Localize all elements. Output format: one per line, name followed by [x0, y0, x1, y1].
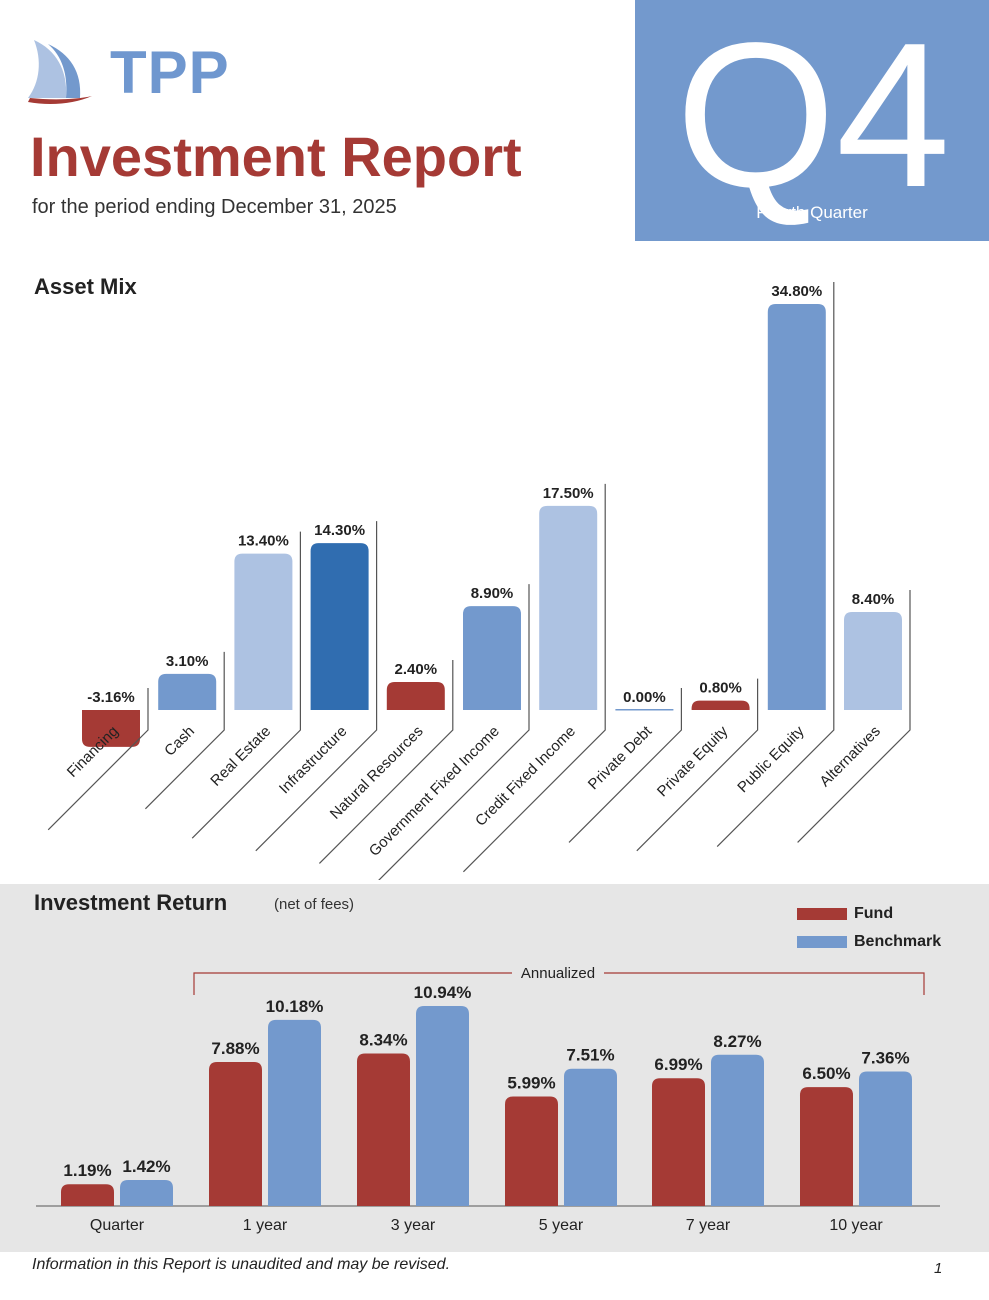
bar-private-equity [691, 700, 750, 710]
bar-public-equity [767, 304, 826, 710]
value-label-benchmark-3-year: 10.94% [414, 983, 472, 1002]
category-label-government-fixed-income: Government Fixed Income [366, 723, 503, 860]
bar-fund-1-year [209, 1061, 262, 1206]
bar-fund-10-year [800, 1087, 853, 1206]
category-label-cash: Cash [161, 723, 198, 760]
value-label-fund-7-year: 6.99% [654, 1055, 702, 1074]
value-label-infrastructure: 14.30% [314, 522, 365, 539]
bar-infrastructure [310, 543, 369, 710]
quarter-badge-text: Q4 [676, 0, 951, 230]
value-label-benchmark-5-year: 7.51% [566, 1046, 614, 1065]
category-label-1-year: 1 year [243, 1217, 288, 1234]
frame-line-public-equity [716, 282, 835, 848]
bar-private-debt [615, 709, 674, 711]
value-label-private-debt: 0.00% [623, 689, 666, 706]
annualized-label-bg [512, 963, 604, 983]
category-label-7-year: 7 year [686, 1217, 731, 1234]
frame-line-financing [47, 688, 149, 831]
value-label-fund-1-year: 7.88% [211, 1039, 259, 1058]
frame-line-private-debt [568, 688, 682, 843]
frame-line-government-fixed-income [378, 584, 530, 880]
category-label-quarter: Quarter [90, 1217, 145, 1234]
category-label-3-year: 3 year [391, 1217, 436, 1234]
frame-line-alternatives [797, 590, 911, 843]
bar-benchmark-1-year [268, 1019, 321, 1206]
value-label-fund-5-year: 5.99% [507, 1073, 555, 1092]
value-label-benchmark-7-year: 8.27% [713, 1032, 761, 1051]
value-label-real-estate: 13.40% [238, 533, 289, 550]
value-label-government-fixed-income: 8.90% [471, 585, 514, 602]
value-label-fund-10-year: 6.50% [802, 1064, 850, 1083]
bar-benchmark-7-year [711, 1054, 764, 1206]
investment-return-panel: Investment Return (net of fees) Fund Ben… [0, 884, 989, 1252]
disclaimer: Information in this Report is unaudited … [32, 1256, 451, 1273]
report-period: for the period ending December 31, 2025 [32, 196, 397, 218]
bar-benchmark-5-year [564, 1068, 617, 1206]
logo-wordmark: TPP [110, 39, 230, 106]
value-label-benchmark-1-year: 10.18% [266, 997, 324, 1016]
frame-line-real-estate [191, 531, 301, 839]
bar-real-estate [234, 553, 293, 710]
category-label-real-estate: Real Estate [207, 723, 274, 790]
legend-swatch-fund [797, 908, 847, 920]
value-label-private-equity: 0.80% [699, 680, 742, 697]
value-label-benchmark-10-year: 7.36% [861, 1048, 909, 1067]
bar-natural-resources [386, 682, 445, 710]
category-label-5-year: 5 year [539, 1217, 584, 1234]
value-label-financing: -3.16% [87, 689, 135, 706]
value-label-fund-quarter: 1.19% [63, 1161, 111, 1180]
frame-line-infrastructure [255, 521, 378, 852]
bar-cash [158, 673, 217, 710]
frame-line-natural-resources [318, 660, 454, 864]
value-label-benchmark-quarter: 1.42% [122, 1157, 170, 1176]
investment-return-heading: Investment Return [34, 890, 228, 915]
category-label-private-debt: Private Debt [585, 722, 656, 793]
bar-alternatives [844, 612, 902, 710]
bar-credit-fixed-income [539, 505, 598, 710]
sail-logo-icon [28, 40, 92, 104]
category-label-infrastructure: Infrastructure [276, 723, 351, 798]
legend-swatch-benchmark [797, 936, 847, 948]
report-title: Investment Report [30, 125, 522, 188]
frame-line-credit-fixed-income [462, 483, 606, 873]
bar-benchmark-10-year [859, 1071, 912, 1206]
annualized-label: Annualized [521, 965, 595, 982]
value-label-credit-fixed-income: 17.50% [543, 485, 594, 502]
bar-government-fixed-income [463, 606, 521, 710]
category-label-10-year: 10 year [829, 1217, 883, 1234]
asset-mix-heading: Asset Mix [34, 274, 137, 299]
bar-benchmark-3-year [416, 1006, 469, 1206]
legend-item-fund: Fund [797, 900, 941, 928]
chart-legend: Fund Benchmark [797, 900, 941, 956]
value-label-public-equity: 34.80% [771, 283, 822, 300]
bar-fund-3-year [357, 1053, 410, 1206]
quarter-label: Fourth Quarter [756, 203, 868, 222]
frame-line-cash [144, 651, 225, 810]
bar-fund-5-year [505, 1096, 558, 1206]
frame-line-private-equity [636, 678, 759, 852]
investment-return-chart: Annualized 1.19% 1.42% Quarter 7.88% 10.18% 1 … [36, 963, 940, 1234]
category-label-public-equity: Public Equity [734, 722, 808, 796]
category-label-alternatives: Alternatives [816, 723, 883, 790]
value-label-alternatives: 8.40% [852, 591, 895, 608]
category-label-private-equity: Private Equity [654, 722, 732, 800]
value-label-fund-3-year: 8.34% [359, 1031, 407, 1050]
net-of-fees-note: (net of fees) [274, 896, 355, 913]
legend-label-benchmark: Benchmark [854, 933, 942, 950]
legend-item-benchmark: Benchmark [797, 928, 941, 956]
value-label-cash: 3.10% [166, 653, 209, 670]
bar-fund-quarter [61, 1184, 114, 1206]
bar-financing [82, 710, 140, 747]
legend-label-fund: Fund [854, 905, 894, 922]
value-label-natural-resources: 2.40% [395, 661, 438, 678]
quarter-badge: Q4 Fourth Quarter [635, 0, 989, 241]
bar-fund-7-year [652, 1078, 705, 1206]
page-number: 1 [934, 1260, 943, 1277]
bar-benchmark-quarter [120, 1180, 173, 1206]
